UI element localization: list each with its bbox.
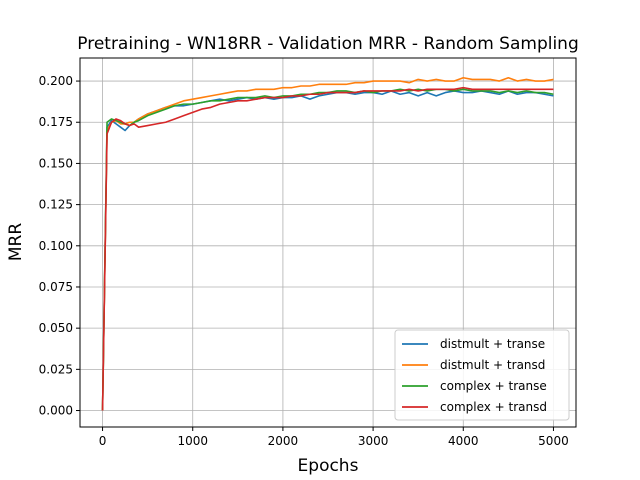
legend-label: complex + transe	[440, 379, 547, 393]
x-tick-label: 2000	[268, 434, 299, 448]
legend: distmult + transe distmult + transd comple…	[395, 330, 569, 420]
x-tick-label: 3000	[358, 434, 389, 448]
x-tick-label: 5000	[538, 434, 569, 448]
y-tick-label: 0.150	[39, 156, 73, 170]
x-tick-label: 1000	[177, 434, 208, 448]
y-tick-label: 0.000	[39, 404, 73, 418]
x-tick-label: 4000	[448, 434, 479, 448]
legend-label: complex + transd	[440, 400, 547, 414]
y-tick-label: 0.025	[39, 362, 73, 376]
chart-title: Pretraining - WN18RR - Validation MRR - …	[77, 34, 579, 54]
x-axis-label: Epochs	[298, 456, 359, 476]
legend-label: distmult + transd	[440, 358, 545, 372]
legend-label: distmult + transe	[440, 337, 545, 351]
y-axis-label: MRR	[6, 223, 26, 261]
y-tick-label: 0.050	[39, 321, 73, 335]
x-tick-label: 0	[99, 434, 107, 448]
y-tick-label: 0.075	[39, 280, 73, 294]
y-tick-label: 0.100	[39, 239, 73, 253]
y-tick-label: 0.175	[39, 115, 73, 129]
y-tick-label: 0.200	[39, 74, 73, 88]
y-tick-label: 0.125	[39, 198, 73, 212]
